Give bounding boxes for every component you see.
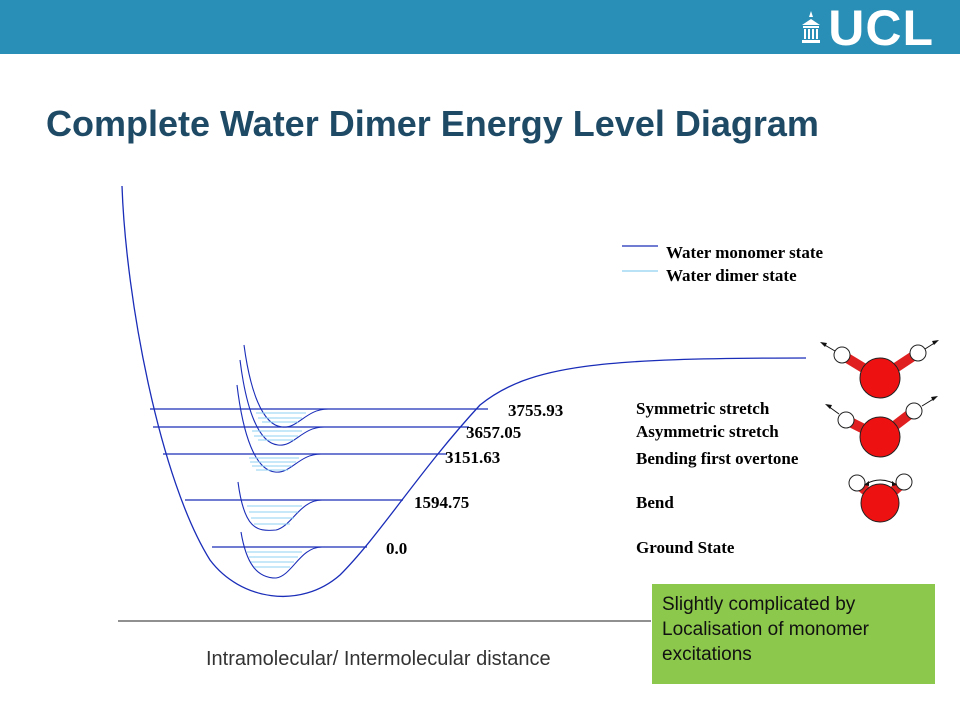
dimer-potential-curve (121, 185, 807, 597)
molecule-symmetric-stretch-icon (820, 340, 939, 399)
small-well-overtone (236, 384, 322, 473)
level-values: 3755.93 3657.05 3151.63 1594.75 0.0 (386, 401, 563, 558)
level-name-ground: Ground State (636, 538, 735, 557)
level-value-overtone: 3151.63 (445, 448, 500, 467)
small-well-asymmetric (239, 359, 325, 446)
small-well-symmetric (243, 344, 329, 428)
level-value-ground: 0.0 (386, 539, 407, 558)
legend-monomer-label: Water monomer state (666, 243, 824, 262)
intramolecular-wells (236, 344, 329, 579)
level-name-symmetric: Symmetric stretch (636, 399, 770, 418)
level-name-overtone: Bending first overtone (636, 449, 799, 468)
monomer-levels (150, 408, 488, 548)
dimer-sublevels (247, 412, 306, 568)
note-line-3: excitations (662, 644, 752, 665)
small-well-ground (240, 531, 323, 579)
molecule-bend-icon (848, 473, 913, 523)
level-names: Symmetric stretch Asymmetric stretch Ben… (636, 399, 799, 557)
note-line-2: Localisation of monomer (662, 619, 869, 640)
legend-dimer-label: Water dimer state (666, 266, 797, 285)
legend: Water monomer state Water dimer state (622, 243, 824, 285)
logo-text: UCL (828, 0, 934, 56)
x-axis-label: Intramolecular/ Intermolecular distance (206, 648, 551, 670)
level-value-asymmetric: 3657.05 (466, 423, 521, 442)
note-box: Slightly complicated by Localisation of … (652, 584, 935, 684)
ucl-logo: UCL (800, 0, 934, 56)
note-line-1: Slightly complicated by (662, 594, 856, 615)
molecule-asymmetric-stretch-icon (825, 396, 938, 458)
level-name-asymmetric: Asymmetric stretch (636, 422, 779, 441)
page-title: Complete Water Dimer Energy Level Diagra… (46, 103, 819, 144)
portico-icon (802, 11, 821, 43)
level-value-symmetric: 3755.93 (508, 401, 563, 420)
level-name-bend: Bend (636, 493, 674, 512)
small-well-bend (237, 481, 323, 531)
header-bar: UCL (0, 0, 960, 54)
level-value-bend: 1594.75 (414, 493, 469, 512)
